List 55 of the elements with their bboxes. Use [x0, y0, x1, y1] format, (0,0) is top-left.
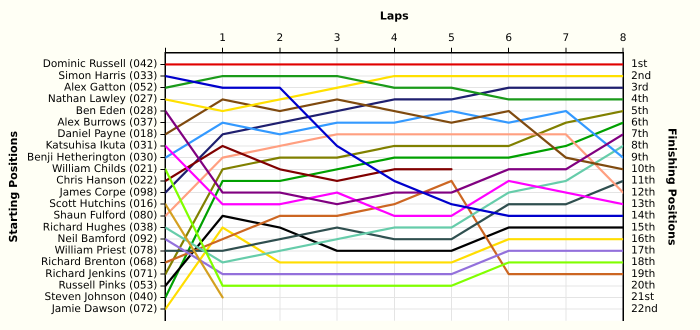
- category-label: Richard Hughes (038): [42, 221, 158, 234]
- y2-tick-label: 7th: [631, 128, 649, 140]
- y2-tick-label: 12th: [631, 186, 656, 198]
- y2-tick-label: 14th: [631, 210, 656, 222]
- y2-tick-label: 19th: [631, 268, 656, 280]
- text: Starting Positions: [6, 130, 20, 242]
- category-label: Katsuhisa Ikuta (031): [46, 140, 158, 152]
- category-label: Chris Hanson (022): [56, 174, 158, 187]
- y2-tick-label: 1st: [631, 58, 648, 70]
- y2-tick-label: 6th: [631, 116, 649, 128]
- x-tick-label: 3: [334, 32, 340, 44]
- category-label: Steven Johnson (040): [44, 291, 158, 304]
- category-label: Ben Eden (028): [76, 104, 158, 117]
- category-label: Benji Hetherington (030): [26, 151, 158, 164]
- x-tick-label: 5: [448, 32, 455, 44]
- category-label: William Childs (021): [52, 163, 158, 176]
- category-label: Alex Gatton (052): [64, 81, 158, 94]
- category-label: William Priest (078): [54, 244, 158, 257]
- category-label: Scott Hutchins (016): [49, 198, 158, 210]
- category-label: Richard Brenton (068): [41, 256, 158, 268]
- y2-tick-label: 21st: [631, 291, 654, 304]
- category-label: Russell Pinks (053): [58, 279, 158, 292]
- x-tick-label: 6: [505, 32, 512, 44]
- y2-tick-label: 11th: [631, 174, 656, 187]
- y2-axis-title: Finishing Positions: [666, 128, 679, 246]
- y2-tick-label: 22nd: [631, 302, 658, 315]
- category-label: Shaun Fulford (080): [53, 210, 158, 222]
- x-tick-label: 7: [562, 32, 570, 44]
- y2-tick-label: 18th: [631, 256, 656, 268]
- y2-tick-label: 9th: [631, 151, 649, 164]
- y2-tick-label: 2nd: [631, 70, 652, 82]
- y2-tick-label: 17th: [631, 244, 656, 257]
- category-label: Richard Jenkins (071): [45, 268, 158, 280]
- category-label: Jamie Dawson (072): [52, 302, 158, 315]
- x-tick-label: 1: [219, 32, 226, 44]
- x-tick-label: 4: [390, 32, 398, 44]
- y2-tick-label: 15th: [631, 221, 656, 234]
- category-label: Alex Burrows (037): [57, 116, 158, 128]
- y2-tick-label: 20th: [631, 279, 656, 292]
- x-tick-label: 8: [620, 32, 626, 44]
- category-label: Daniel Payne (018): [57, 128, 158, 140]
- x-axis-title: Laps: [380, 9, 410, 22]
- y2-tick-label: 8th: [631, 140, 649, 152]
- y2-tick-label: 4th: [631, 93, 649, 106]
- y2-tick-label: 3rd: [631, 81, 649, 94]
- x-tick-label: 2: [276, 32, 284, 44]
- category-label: Simon Harris (033): [58, 70, 158, 82]
- y2-tick-label: 13th: [631, 198, 656, 210]
- category-label: Dominic Russell (042): [42, 58, 158, 70]
- category-label: James Corpe (098): [60, 186, 158, 198]
- y2-tick-label: 16th: [631, 232, 656, 245]
- y2-tick-label: 5th: [631, 104, 649, 117]
- y2-tick-label: 10th: [631, 163, 656, 176]
- category-label: Neil Bamford (092): [58, 232, 158, 245]
- category-label: Nathan Lawley (027): [48, 93, 158, 106]
